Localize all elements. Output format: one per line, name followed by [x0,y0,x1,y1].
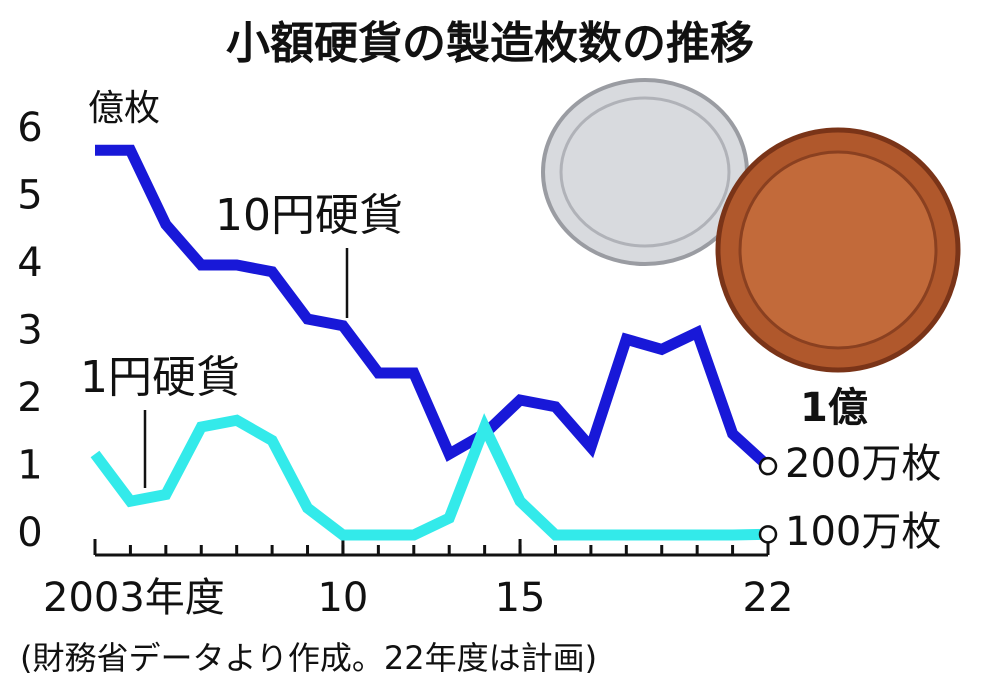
y-tick-label: 5 [17,173,42,219]
coins-photo [541,78,961,373]
end-label: 100万枚 [785,509,941,555]
series-line [95,144,772,471]
y-tick-label: 2 [17,375,42,421]
y-tick-label: 1 [17,443,42,489]
x-tick-label: 2003年度 [43,575,225,621]
x-tick-label: 15 [495,575,546,621]
x-tick-label: 22 [743,575,794,621]
x-tick-label: 10 [317,575,368,621]
y-tick-label: 3 [17,308,42,354]
end-label: 200万枚 [785,441,941,487]
one-yen-coin-rim [559,96,731,248]
end-label: 1億 [800,385,868,431]
end-point [758,525,778,544]
y-unit: 億枚 [88,88,160,129]
y-tick-label: 4 [17,240,42,286]
series-label: 10円硬貨 [215,190,403,241]
source-note: (財務省データより作成。22年度は計画) [20,639,597,677]
series-line [90,413,769,541]
y-tick-label: 6 [17,105,42,151]
ten-yen-coin-rim [738,150,938,350]
end-point [758,456,778,476]
series-label: 1円硬貨 [80,352,240,403]
chart-title: 小額硬貨の製造枚数の推移 [226,18,754,69]
y-tick-label: 0 [17,510,42,556]
